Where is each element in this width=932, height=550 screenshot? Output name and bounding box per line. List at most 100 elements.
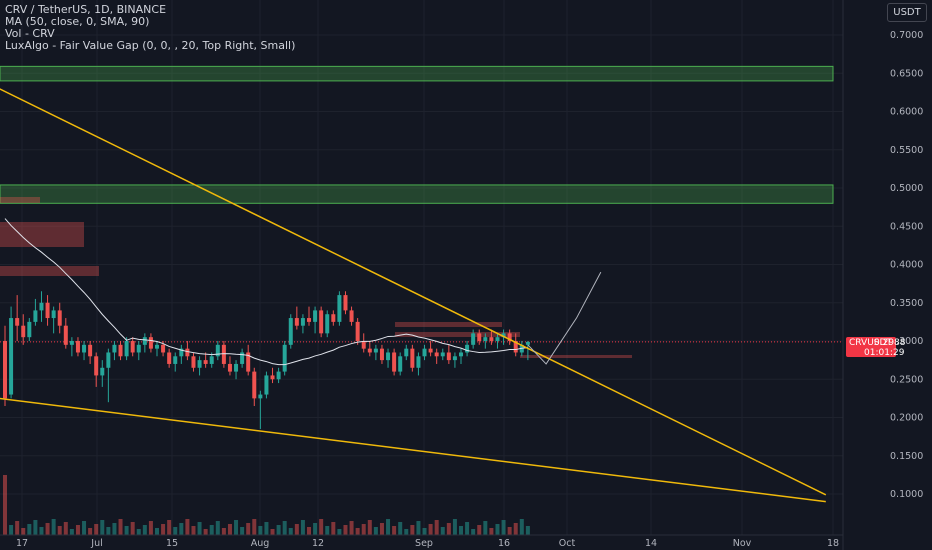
volume-bar <box>258 526 263 535</box>
volume-bar <box>373 527 378 535</box>
price-tick-label: 0.6500 <box>890 68 923 79</box>
candle-body <box>507 333 512 341</box>
volume-bar <box>434 520 439 535</box>
volume-bar <box>525 526 530 535</box>
candle-body <box>100 367 105 376</box>
volume-bar <box>513 523 518 535</box>
volume-bar <box>307 527 311 535</box>
candle-body <box>331 314 336 322</box>
volume-bar <box>337 529 342 535</box>
candle-body <box>410 348 415 368</box>
candle-body <box>477 333 482 341</box>
legend-volume[interactable]: Vol - CRV <box>5 27 55 40</box>
volume-bar <box>63 522 68 535</box>
candle-body <box>179 348 184 357</box>
candle-body <box>227 363 232 372</box>
candle-body <box>446 352 451 361</box>
candle-body <box>9 318 14 395</box>
fvg-bear-box <box>395 322 502 327</box>
price-tick-label: 0.5000 <box>890 183 923 194</box>
volume-bar <box>57 526 62 535</box>
time-tick-label: 18 <box>827 538 839 549</box>
candle-body <box>88 344 93 357</box>
volume-bar <box>3 475 7 535</box>
time-tick-label: 12 <box>312 538 324 549</box>
volume-bar <box>185 519 190 535</box>
candle-body <box>294 318 299 326</box>
volume-bar <box>465 522 470 535</box>
volume-bar <box>446 523 451 535</box>
price-tick-label: 0.6000 <box>890 107 923 118</box>
volume-bar <box>118 519 123 535</box>
candle-body <box>404 348 409 357</box>
price-tick-label: 0.7000 <box>890 30 923 41</box>
candle-body <box>422 348 427 357</box>
volume-bar <box>471 529 476 535</box>
volume-bar <box>136 529 141 535</box>
legend-symbol[interactable]: CRV / TetherUS, 1D, BINANCE <box>5 3 167 16</box>
candle-body <box>15 318 20 326</box>
candle-body <box>392 352 397 372</box>
volume-bar <box>367 520 372 535</box>
volume-bar <box>416 521 421 535</box>
candle-body <box>51 310 56 319</box>
volume-bar <box>39 527 44 535</box>
volume-bar <box>197 522 202 535</box>
volume-bar <box>495 524 500 535</box>
volume-bar <box>100 520 105 535</box>
projection-path <box>527 271 602 365</box>
volume-bar <box>452 519 457 535</box>
volume-bar <box>282 521 287 535</box>
candle-body <box>319 310 324 334</box>
volume-bar <box>355 528 360 535</box>
volume-bar <box>203 529 208 535</box>
candle-body <box>63 325 68 345</box>
fvg-zone <box>0 65 834 82</box>
candle-body <box>459 352 463 357</box>
candle-body <box>57 310 62 326</box>
price-tick-label: 0.5500 <box>890 145 923 156</box>
fvg-bear-box <box>0 266 99 276</box>
volume-bar <box>459 526 463 535</box>
price-tick-label: 0.3000 <box>890 336 923 347</box>
legend-fvg[interactable]: LuxAlgo - Fair Value Gap (0, 0, , 20, To… <box>5 39 296 52</box>
volume-bar <box>300 520 305 535</box>
volume-bar <box>264 522 269 535</box>
candle-body <box>197 360 202 368</box>
volume-bar <box>240 527 245 535</box>
volume-bar <box>215 521 220 535</box>
volume-bar <box>173 527 178 535</box>
candle-body <box>221 344 226 364</box>
candle-body <box>367 348 372 353</box>
candle-body <box>234 363 239 372</box>
volume-bar <box>94 524 99 535</box>
volume-bar <box>106 527 111 535</box>
candle-body <box>434 352 439 357</box>
candle-body <box>288 318 293 345</box>
volume-bar <box>343 525 348 535</box>
volume-bar <box>246 523 251 535</box>
candle-body <box>337 295 342 322</box>
legend-ma[interactable]: MA (50, close, 0, SMA, 90) <box>5 15 150 28</box>
fvg-bear-box <box>520 355 632 358</box>
volume-bar <box>148 521 153 535</box>
candle-body <box>148 337 153 349</box>
volume-bar <box>422 528 427 535</box>
candle-body <box>118 344 123 357</box>
volume-bar <box>294 524 299 535</box>
volume-bar <box>51 519 56 535</box>
volume-bar <box>130 522 135 535</box>
candle-body <box>75 341 80 353</box>
volume-bar <box>124 526 129 535</box>
volume-bar <box>209 525 214 535</box>
volume-bar <box>507 527 512 535</box>
time-tick-label: Aug <box>251 538 270 549</box>
candle-body <box>130 341 135 353</box>
volume-bar <box>428 524 433 535</box>
candle-body <box>209 356 214 364</box>
currency-button[interactable]: USDT <box>887 3 927 22</box>
price-tick-label: 0.1000 <box>890 489 923 500</box>
price-tick-label: 0.1500 <box>890 451 923 462</box>
candle-body <box>307 318 311 322</box>
